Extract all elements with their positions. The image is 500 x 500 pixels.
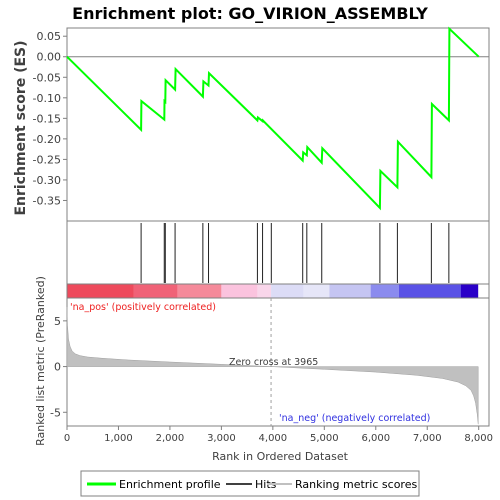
ranking-x-ticks: 0 1,000 2,000 3,000 4,000 5,000 6,000 7,000 8,00… xyxy=(64,426,493,444)
es-y-tick-label: -0.05 xyxy=(33,71,61,84)
es-y-ticks: 0.05 0.00 -0.05 -0.10 -0.15 -0.20 -0.25 -0.30 -0… xyxy=(33,30,67,207)
heat-bar-segment xyxy=(370,284,399,298)
es-y-tick-label: -0.10 xyxy=(33,92,61,105)
es-panel: 0.05 0.00 -0.05 -0.10 -0.15 -0.20 -0.25 -0.30 -0… xyxy=(13,26,490,222)
es-y-tick-label: -0.25 xyxy=(33,153,61,166)
ranking-y-tick-label: 0 xyxy=(54,361,61,374)
es-y-tick-label: -0.30 xyxy=(33,174,61,187)
es-panel-frame xyxy=(66,27,490,222)
enrichment-profile-line xyxy=(66,26,480,211)
legend-label-hits: Hits xyxy=(255,478,277,491)
hits-panel-frame xyxy=(66,220,490,285)
x-tick-label: 1,000 xyxy=(104,433,133,444)
es-y-tick-label: -0.20 xyxy=(33,133,61,146)
heat-bar-segment xyxy=(460,284,479,298)
es-y-tick-label: -0.15 xyxy=(33,112,61,125)
hit-lines xyxy=(140,223,450,283)
x-tick-label: 8,000 xyxy=(464,433,493,444)
neg-correlated-label: 'na_neg' (negatively correlated) xyxy=(279,413,430,424)
x-tick-label: 6,000 xyxy=(361,433,390,444)
hits-panel xyxy=(66,220,490,285)
zero-cross-label: Zero cross at 3965 xyxy=(229,357,318,368)
ranking-panel: 5 0 -5 0 1,000 2,000 3,000 4,000 5,000 6,000 7,00… xyxy=(34,276,493,446)
legend-label-enrichment-profile: Enrichment profile xyxy=(119,478,221,491)
heat-bar-segment xyxy=(329,284,371,298)
chart-title: Enrichment plot: GO_VIRION_ASSEMBLY xyxy=(72,4,428,23)
x-axis-label: Rank in Ordered Dataset xyxy=(212,450,349,463)
heat-bar-segment xyxy=(257,284,272,298)
legend: Enrichment profile Hits Ranking metric s… xyxy=(80,470,420,497)
ranking-y-tick-label: 5 xyxy=(54,315,61,328)
ranking-y-ticks: 5 0 -5 xyxy=(50,315,67,419)
heat-bar-segment xyxy=(221,284,258,298)
heat-bar-segment xyxy=(398,284,461,298)
ranking-heat-bar xyxy=(67,284,479,298)
x-tick-label: 5,000 xyxy=(310,433,339,444)
pos-correlated-label: 'na_pos' (positively correlated) xyxy=(70,302,216,313)
es-y-tick-label: -0.35 xyxy=(33,194,61,207)
heat-bar-segment xyxy=(303,284,330,298)
x-tick-label: 3,000 xyxy=(207,433,236,444)
es-y-tick-label: 0.05 xyxy=(37,30,62,43)
legend-label-ranking-metric-scores: Ranking metric scores xyxy=(295,478,417,491)
x-tick-label: 4,000 xyxy=(259,433,288,444)
heat-bar-segment xyxy=(177,284,222,298)
x-tick-label: 2,000 xyxy=(156,433,185,444)
es-y-tick-label: 0.00 xyxy=(37,51,62,64)
heat-bar-segment xyxy=(67,284,134,298)
es-y-axis-label: Enrichment score (ES) xyxy=(13,40,29,215)
x-tick-label: 0 xyxy=(64,433,70,444)
heat-bar-segment xyxy=(133,284,178,298)
ranking-y-tick-label: -5 xyxy=(50,406,61,419)
heat-bar-segment xyxy=(271,284,304,298)
ranking-y-axis-label: Ranked list metric (PreRanked) xyxy=(34,276,47,446)
x-tick-label: 7,000 xyxy=(413,433,442,444)
